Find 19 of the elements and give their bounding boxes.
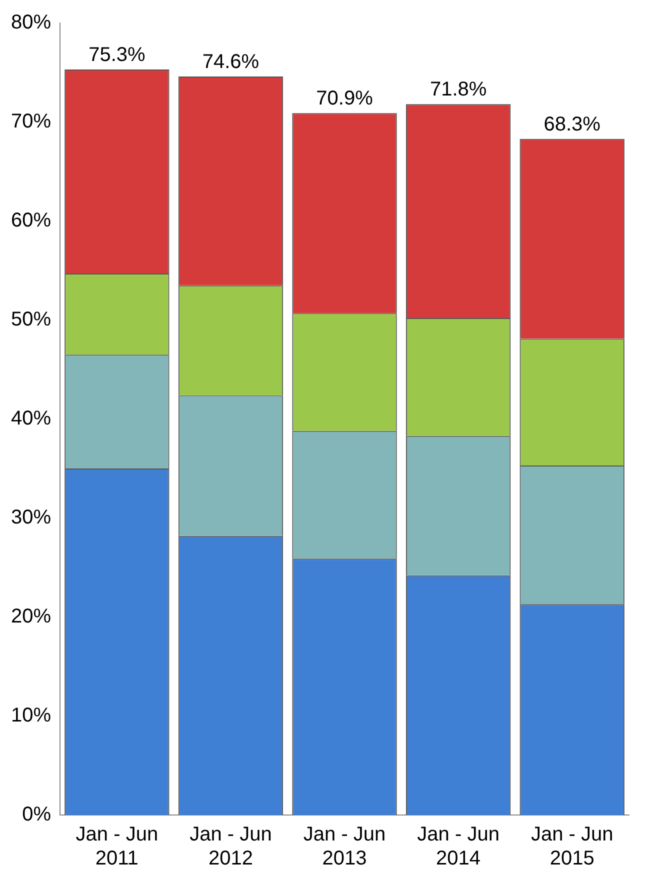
total-label: 68.3% (544, 113, 601, 136)
x-tick-label: Jan - Jun 2013 (303, 824, 386, 870)
y-tick-label: 0% (22, 804, 52, 826)
x-tick-label: Jan - Jun 2014 (417, 824, 500, 870)
y-tick-label: 20% (11, 606, 52, 628)
total-label: 71.8% (430, 78, 487, 101)
total-label: 74.6% (202, 50, 260, 73)
y-tick-label: 60% (11, 210, 52, 232)
y-tick-label: 70% (11, 110, 52, 133)
x-tick-label: Jan - Jun 2011 (76, 824, 158, 870)
x-tick-label: Jan - Jun 2015 (530, 824, 614, 870)
y-tick-label: 10% (11, 704, 52, 727)
x-tick-label: Jan - Jun 2012 (190, 824, 272, 870)
y-tick-label: 30% (11, 506, 52, 529)
total-label: 75.3% (88, 44, 146, 66)
total-label: 70.9% (316, 88, 374, 110)
y-tick-label: 50% (11, 308, 52, 331)
y-tick-label: 80% (11, 12, 52, 34)
y-tick-label: 40% (11, 408, 52, 430)
